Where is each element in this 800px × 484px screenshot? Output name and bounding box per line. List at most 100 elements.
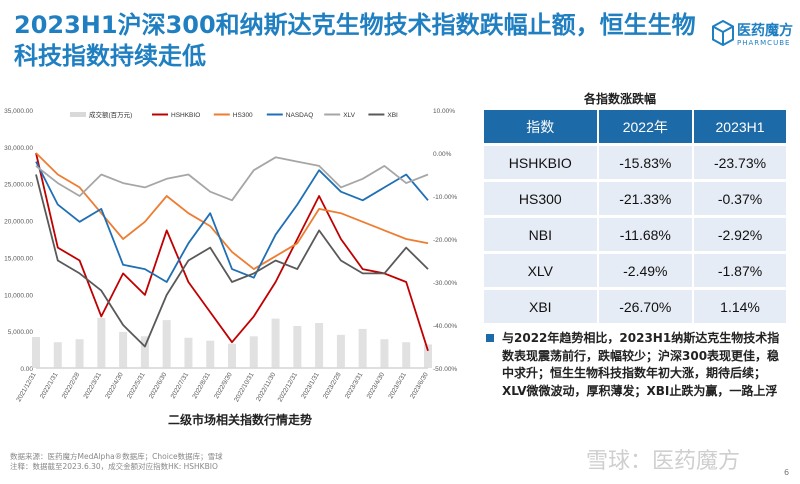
page-title: 2023H1沪深300和纳斯达克生物技术指数跌幅止额，恒生生物科技指数持续走低 (14, 11, 696, 70)
logo-subtitle: PHARMCUBE (737, 39, 791, 47)
volume-bar (249, 336, 258, 368)
y-left-tick-label: 10,000.00 (4, 292, 33, 299)
legend-label: 成交额(百万元) (89, 110, 132, 119)
volume-bar (336, 334, 345, 368)
cube-logo-icon (712, 20, 734, 46)
header-cell: 2022年 (598, 110, 695, 143)
table-row: NBI -11.68% -2.92% (484, 218, 786, 251)
index-name-cell: XLV (484, 254, 599, 287)
x-tick-label: 2022/3/31 (83, 371, 104, 400)
index-name-cell: HSHKBIO (484, 146, 599, 179)
y-right-tick-label: 10.00% (433, 108, 455, 115)
chart-caption: 二级市场相关指数行情走势 (167, 413, 312, 427)
table-row: XLV -2.49% -1.87% (484, 254, 786, 287)
index-change-table: 指数 2022年 2023H1 HSHKBIO -15.83% -23.73% … (484, 107, 786, 326)
volume-bar (97, 317, 106, 368)
table-header-row: 指数 2022年 2023H1 (484, 110, 786, 143)
legend-label: HSHKBIO (171, 112, 200, 119)
index-name-cell: XBI (484, 290, 599, 323)
y-left-tick-label: 25,000.00 (4, 182, 33, 189)
change-2023h1-cell: -23.73% (694, 146, 786, 179)
table-row: HSHKBIO -15.83% -23.73% (484, 146, 786, 179)
x-tick-label: 2023/1/31 (300, 371, 321, 400)
x-tick-label: 2022/9/30 (213, 371, 234, 400)
y-right-tick-label: -40.00% (433, 323, 457, 330)
volume-bar (75, 339, 84, 368)
change-2022-cell: -21.33% (598, 182, 695, 215)
x-tick-label: 2023/4/30 (366, 371, 387, 400)
volume-bar (315, 323, 324, 368)
x-tick-label: 2023/3/31 (344, 371, 365, 400)
x-tick-label: 2022/6/30 (148, 371, 169, 400)
y-left-tick-label: 30,000.00 (4, 145, 33, 152)
volume-bar (228, 343, 236, 368)
x-tick-label: 2022/12/31 (277, 371, 300, 403)
change-2022-cell: -11.68% (598, 218, 695, 251)
note-text: 与2022年趋势相比，2023H1纳斯达克生物技术指数表现震荡前行，跌幅较少；沪… (502, 331, 780, 398)
series-line-hshkbio (35, 152, 429, 352)
y-right-tick-label: 0.00% (433, 151, 452, 158)
change-2022-cell: -15.83% (598, 146, 695, 179)
volume-bar (293, 325, 302, 368)
volume-bar (32, 337, 40, 368)
legend-label: XLV (343, 112, 355, 119)
change-2023h1-cell: -1.87% (694, 254, 786, 287)
table-row: XBI -26.70% 1.14% (484, 290, 786, 323)
volume-bar (53, 342, 62, 368)
xueqiu-watermark: 雪球：医药魔方 (586, 449, 741, 474)
source-line: 数据来源：医药魔方MedAlpha®数据库；Choice数据库；雪球 (10, 452, 223, 461)
legend-label: HS300 (233, 112, 253, 119)
volume-bar (380, 339, 389, 368)
x-tick-label: 2023/5/31 (387, 371, 408, 400)
source-notes: 数据来源：医药魔方MedAlpha®数据库；Choice数据库；雪球 注释：数据… (10, 452, 223, 472)
x-tick-label: 2023/2/28 (322, 371, 343, 400)
x-tick-label: 2022/2/28 (61, 371, 82, 400)
y-left-tick-label: 20,000.00 (4, 219, 33, 226)
volume-bar (184, 337, 193, 368)
change-2022-cell: -26.70% (598, 290, 695, 323)
header-cell: 指数 (484, 110, 599, 143)
change-2023h1-cell: -2.92% (694, 218, 786, 251)
y-right-tick-label: -30.00% (433, 280, 457, 287)
series-line-nasdaq (35, 161, 429, 283)
y-right-tick-label: -10.00% (433, 194, 457, 201)
index-trend-chart: 35,000.00 30,000.00 25,000.00 20,000.00 15,0… (4, 108, 457, 403)
x-tick-label: 2022/1/31 (39, 371, 60, 400)
x-tick-label: 2023/6/30 (409, 371, 430, 400)
volume-bar (140, 336, 149, 368)
y-left-tick-label: 5,000.00 (8, 329, 34, 336)
page-number: 6 (784, 468, 790, 477)
change-2023h1-cell: 1.14% (694, 290, 786, 323)
volume-bar (162, 320, 171, 368)
volume-bar (206, 340, 215, 368)
y-left-tick-label: 15,000.00 (4, 255, 33, 262)
x-tick-label: 2022/7/31 (170, 371, 191, 400)
series-line-hs300 (35, 152, 429, 271)
legend-label: XBI (387, 112, 398, 119)
change-2023h1-cell: -0.37% (694, 182, 786, 215)
volume-bar (358, 328, 367, 368)
header-cell: 2023H1 (694, 110, 786, 143)
x-tick-label: 2022/5/31 (126, 371, 147, 400)
x-tick-label: 2021/12/31 (15, 371, 38, 403)
series-line-xlv (35, 156, 429, 202)
y-right-tick-label: -20.00% (433, 237, 457, 244)
volume-bar (271, 318, 280, 368)
brand-logo: 医药魔方 PHARMCUBE (712, 18, 794, 52)
y-left-tick-label: 0.00 (20, 366, 33, 373)
x-tick-label: 2022/11/30 (255, 371, 277, 403)
analysis-note: 与2022年趋势相比，2023H1纳斯达克生物技术指数表现震荡前行，跌幅较少；沪… (484, 330, 786, 400)
footnote-line: 注释：数据截至2023.6.30，成交金额对应指数HK: HSHKBIO (10, 462, 218, 471)
table-row: HS300 -21.33% -0.37% (484, 182, 786, 215)
volume-bar (119, 331, 128, 368)
index-name-cell: NBI (484, 218, 599, 251)
x-tick-label: 2022/8/31 (191, 371, 212, 400)
volume-bar (402, 342, 411, 368)
y-right-tick-label: -50.00% (433, 366, 457, 373)
x-tick-label: 2022/10/31 (233, 371, 256, 403)
logo-name: 医药魔方 (737, 23, 793, 39)
legend-swatch (70, 112, 86, 117)
x-tick-label: 2022/4/30 (104, 371, 125, 400)
y-left-tick-label: 35,000.00 (4, 108, 33, 115)
change-2022-cell: -2.49% (598, 254, 695, 287)
